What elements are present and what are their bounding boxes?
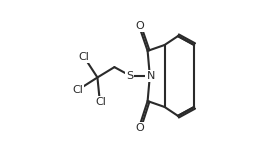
Text: Cl: Cl [79, 52, 90, 62]
Text: O: O [135, 21, 144, 31]
Text: Cl: Cl [95, 97, 106, 107]
Text: S: S [126, 71, 133, 81]
Text: O: O [135, 123, 144, 133]
Text: Cl: Cl [72, 85, 83, 95]
Text: N: N [146, 71, 155, 81]
